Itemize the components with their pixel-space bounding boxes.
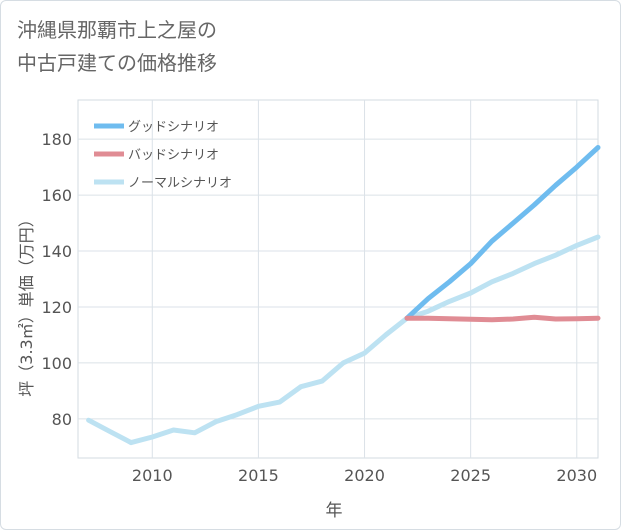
y-tick-label: 180	[41, 130, 72, 149]
y-tick-label: 140	[41, 242, 72, 261]
x-tick-label: 2010	[132, 466, 173, 485]
x-tick-label: 2015	[238, 466, 279, 485]
plot-area	[77, 99, 599, 459]
series-lines	[86, 145, 601, 446]
chart-title-line-1: 沖縄県那覇市上之屋の	[17, 18, 217, 42]
y-axis-label: 坪（3.3㎡）単価（万円）	[17, 211, 36, 396]
chart-title-line-2: 中古戸建ての価格推移	[17, 51, 217, 75]
legend-label-1: バッドシナリオ	[128, 148, 219, 163]
y-tick-label: 160	[41, 186, 72, 205]
y-tick-label: 80	[52, 410, 72, 429]
x-axis-label: 年	[326, 501, 343, 521]
y-tick-label: 100	[41, 354, 72, 373]
y-tick-label: 120	[41, 298, 72, 317]
x-tick-label: 2030	[556, 466, 597, 485]
chart-title: 沖縄県那覇市上之屋の 中古戸建ての価格推移	[17, 14, 217, 80]
series-line-0	[404, 145, 601, 321]
series-line-2	[86, 234, 601, 446]
legend-label-2: ノーマルシナリオ	[128, 176, 232, 191]
tick-labels: 80 100 120 140 160 180 2010 2015 2020 2025 2030	[41, 130, 597, 485]
legend-label-0: グッドシナリオ	[128, 120, 219, 135]
x-tick-label: 2025	[450, 466, 491, 485]
grid-lines	[77, 99, 599, 459]
x-tick-label: 2020	[344, 466, 385, 485]
series-line-1	[404, 314, 601, 323]
